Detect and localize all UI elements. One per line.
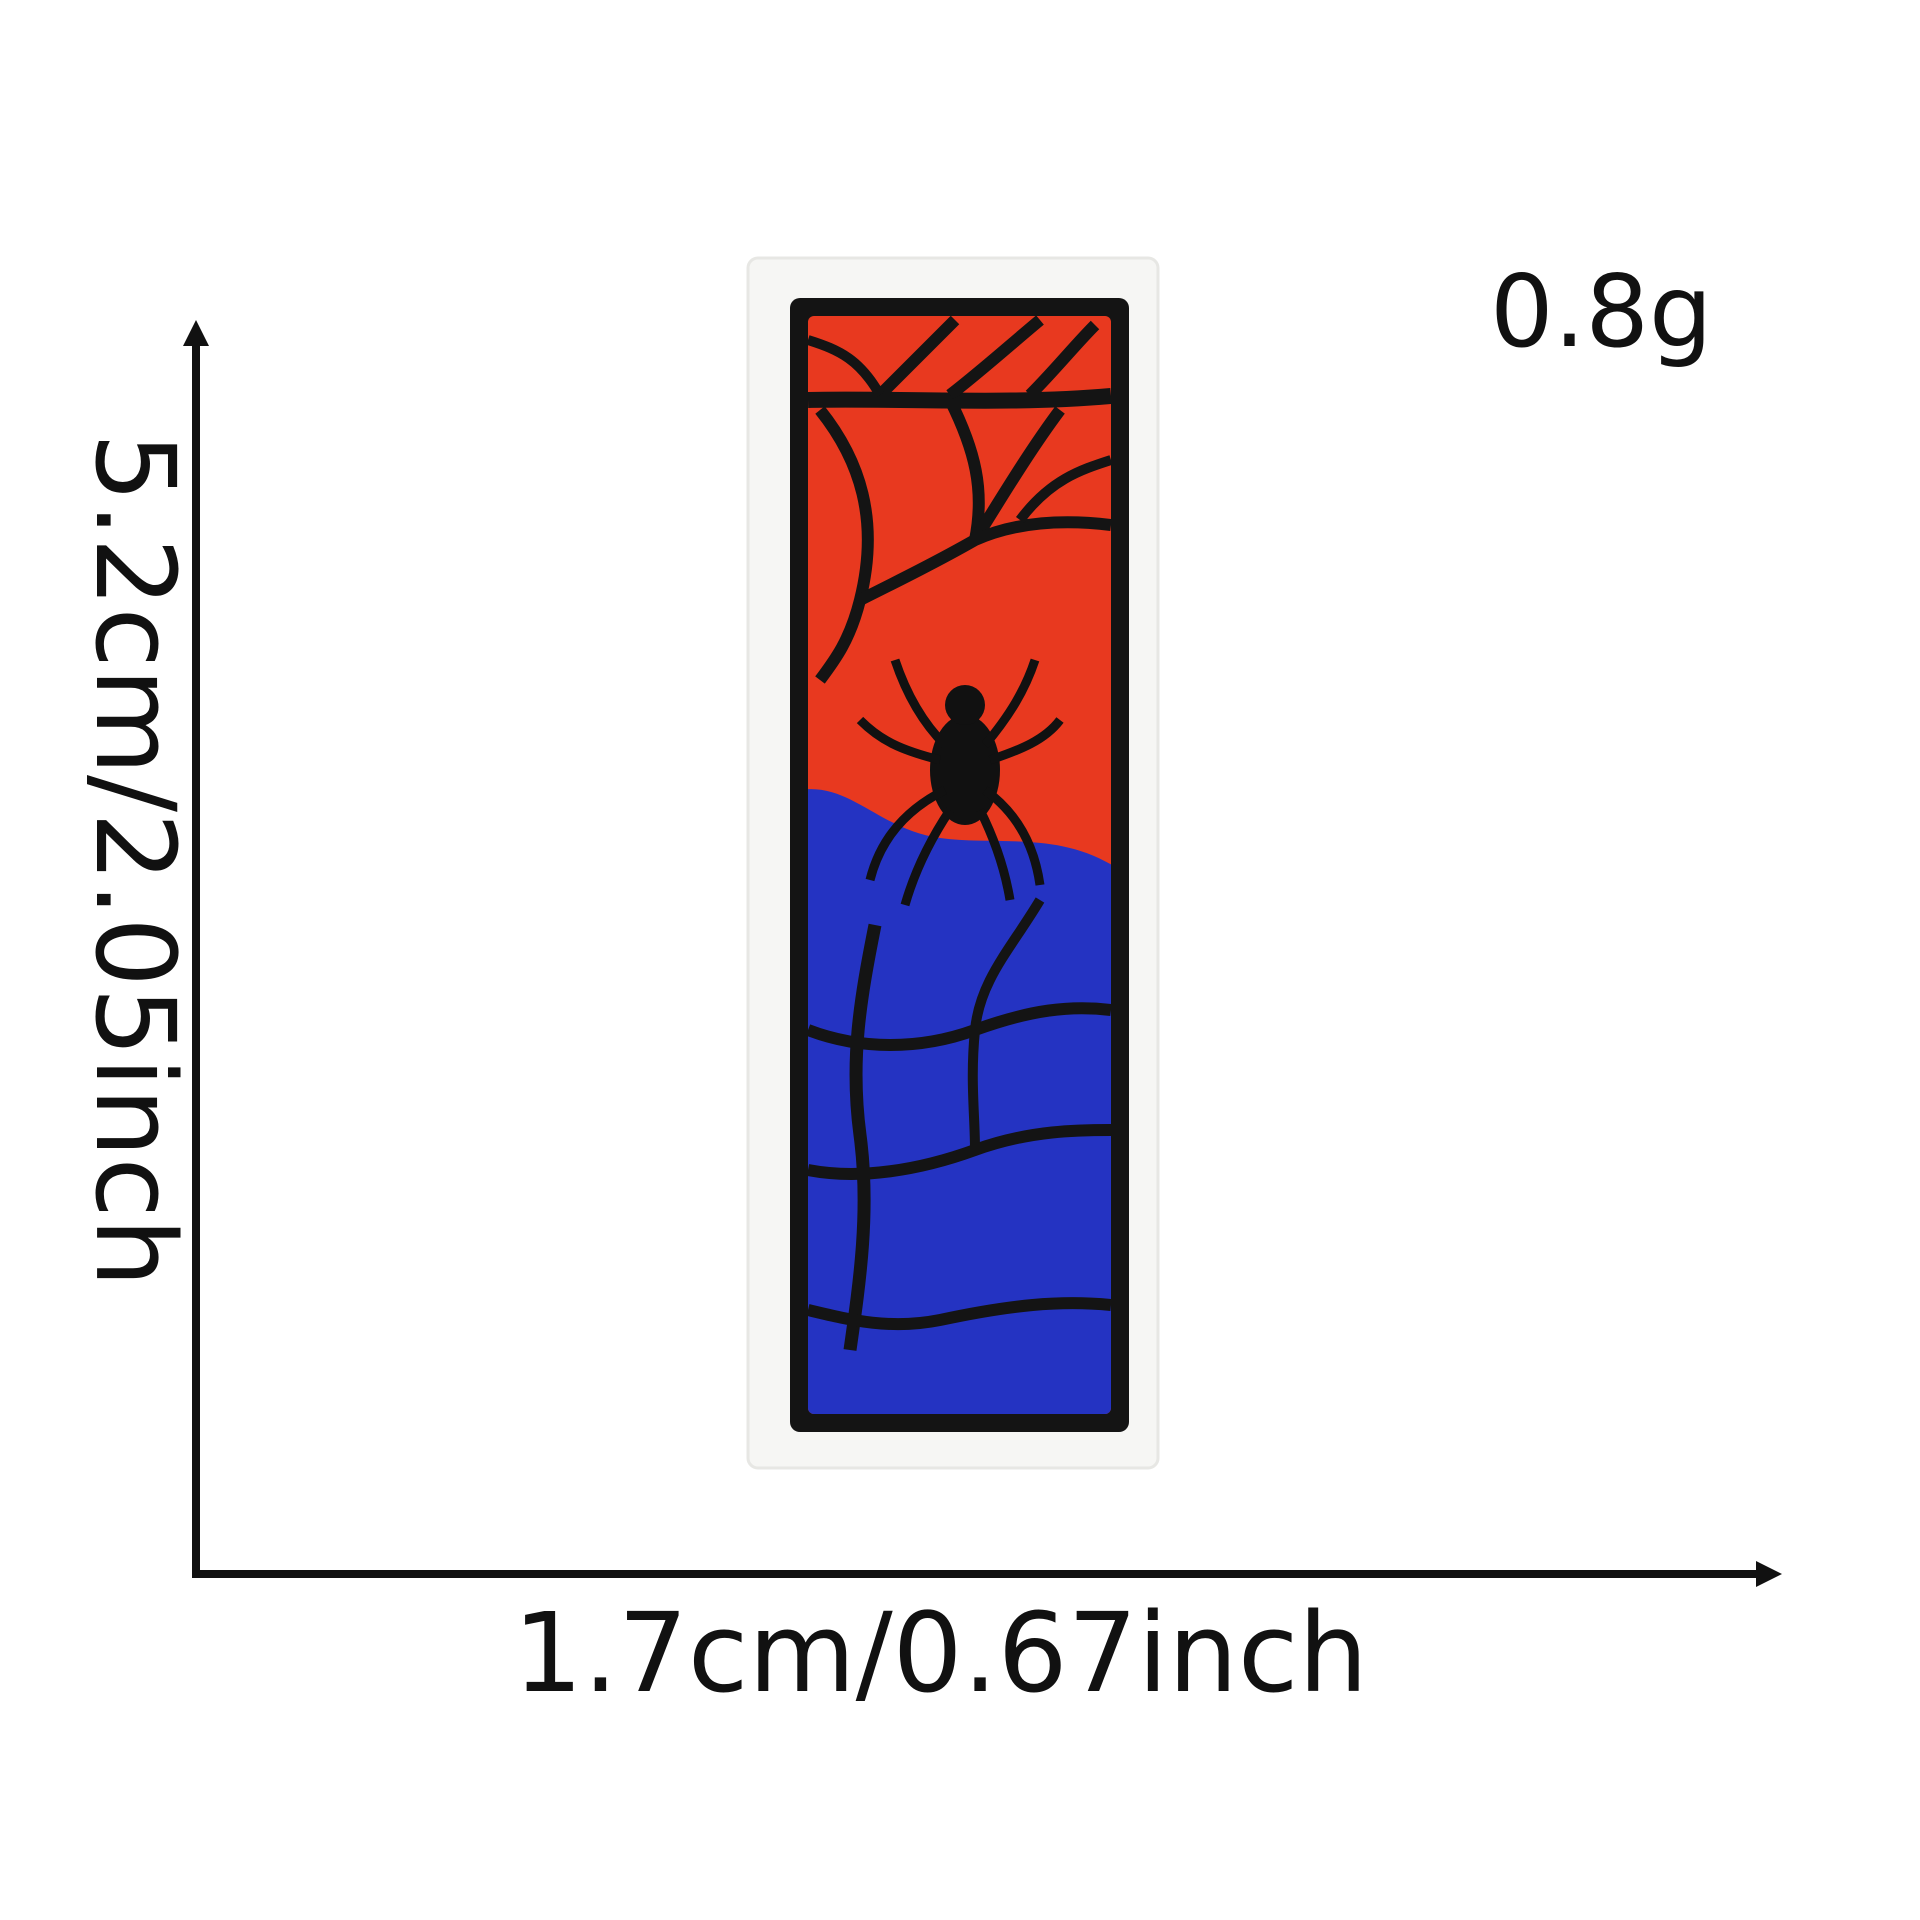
patch-blue-field [808, 789, 1111, 1414]
web-line [843, 923, 882, 1351]
web-line [857, 516, 1111, 606]
dimension-arrows [183, 320, 1782, 1587]
web-line [808, 1124, 1111, 1180]
width-dimension-label: 1.7cm/0.67inch [513, 1589, 1369, 1717]
web-line [875, 316, 960, 400]
web-line [808, 388, 1111, 409]
web-line [967, 897, 1045, 1151]
web-line [1025, 320, 1100, 400]
web-line [815, 406, 874, 684]
web-line [1016, 455, 1111, 524]
web-line [969, 406, 1065, 544]
web-line [808, 335, 885, 398]
web-line [808, 1297, 1111, 1331]
horizontal-arrowhead-icon [1756, 1561, 1782, 1587]
vertical-arrowhead-icon [183, 320, 209, 346]
web-line [944, 397, 985, 542]
patch [746, 256, 1160, 1470]
patch-artwork [808, 316, 1111, 1414]
web-line [946, 316, 1044, 400]
spider-icon [856, 658, 1064, 907]
height-dimension-label: 5.2cm/2.05inch [71, 432, 199, 1288]
weight-label: 0.8g [1490, 253, 1713, 370]
